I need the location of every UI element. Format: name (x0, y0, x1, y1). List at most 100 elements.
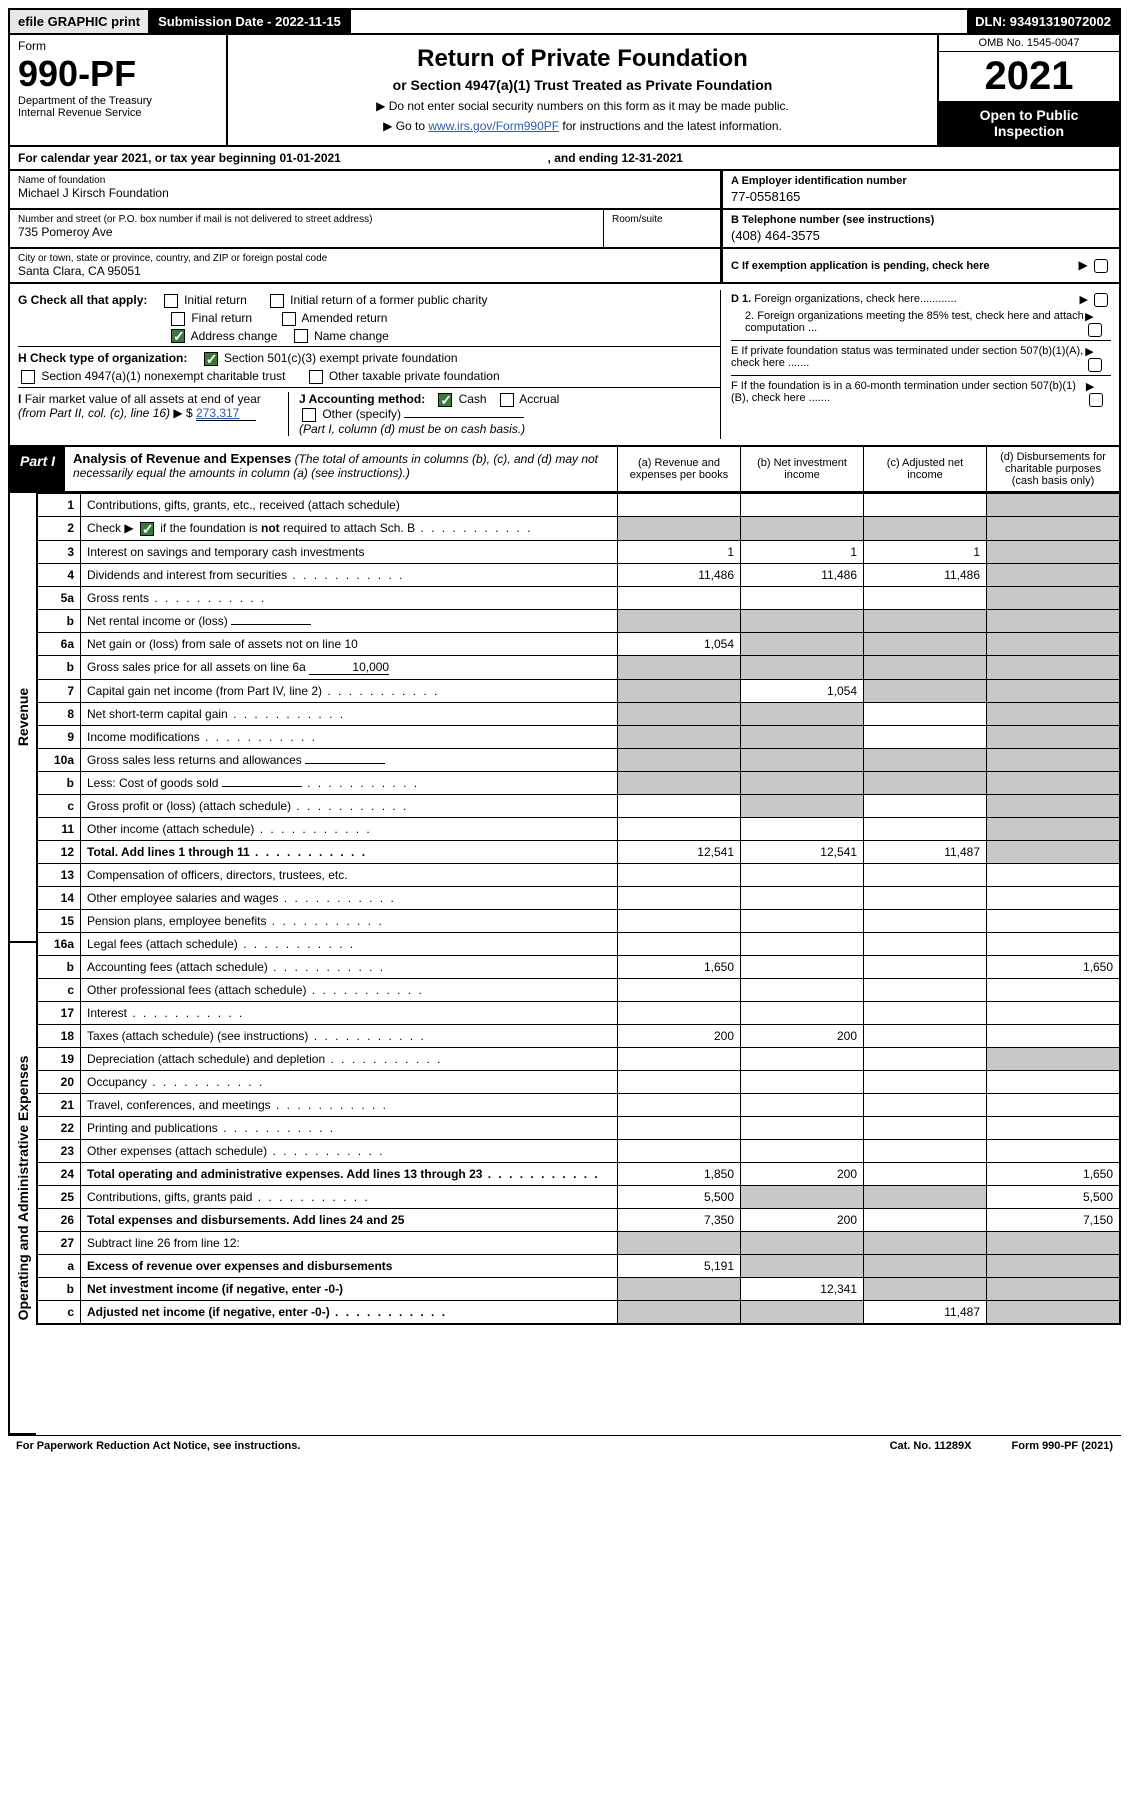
cell-a (618, 863, 741, 886)
row-label: Contributions, gifts, grants, etc., rece… (81, 493, 618, 516)
cell-d (987, 1254, 1121, 1277)
h-other: Other taxable private foundation (329, 369, 500, 383)
row-number: 21 (37, 1093, 81, 1116)
efile-print-label[interactable]: efile GRAPHIC print (10, 10, 150, 33)
row-number: 16a (37, 932, 81, 955)
row-number: 20 (37, 1070, 81, 1093)
chk-cash[interactable] (438, 393, 452, 407)
part1-header: Part I Analysis of Revenue and Expenses … (8, 447, 1121, 493)
cell-d (987, 1277, 1121, 1300)
cell-a: 200 (618, 1024, 741, 1047)
cell-d (987, 679, 1121, 702)
cell-d (987, 840, 1121, 863)
part1-row-b: bAccounting fees (attach schedule)1,6501… (37, 955, 1120, 978)
c-label: C If exemption application is pending, c… (731, 260, 990, 272)
cell-c (864, 794, 987, 817)
page-footer: For Paperwork Reduction Act Notice, see … (8, 1435, 1121, 1456)
section-d-e-f: D 1. Foreign organizations, check here..… (720, 290, 1111, 439)
chk-amended-return[interactable] (282, 312, 296, 326)
cal-prefix: For calendar year 2021, or tax year begi… (18, 151, 279, 165)
cell-c (864, 909, 987, 932)
chk-501c3[interactable] (204, 352, 218, 366)
cell-a (618, 978, 741, 1001)
chk-accrual[interactable] (500, 393, 514, 407)
cell-a (618, 1277, 741, 1300)
cell-a (618, 794, 741, 817)
form990pf-link[interactable]: www.irs.gov/Form990PF (428, 119, 559, 133)
part1-row-2: 2Check ▶ if the foundation is not requir… (37, 516, 1120, 540)
form-990pf-page: efile GRAPHIC print Submission Date - 20… (0, 0, 1129, 1464)
cell-a (618, 1047, 741, 1070)
cell-c (864, 978, 987, 1001)
city-label: City or town, state or province, country… (18, 253, 712, 264)
g-name: Name change (314, 329, 389, 343)
chk-initial-return[interactable] (164, 294, 178, 308)
cell-d (987, 609, 1121, 632)
row-label: Less: Cost of goods sold (81, 771, 618, 794)
chk-schB[interactable] (140, 522, 154, 536)
chk-d1[interactable] (1094, 293, 1108, 307)
cell-a: 1,850 (618, 1162, 741, 1185)
row-number: 6a (37, 632, 81, 655)
part1-row-6a: 6aNet gain or (loss) from sale of assets… (37, 632, 1120, 655)
part1-row-19: 19Depreciation (attach schedule) and dep… (37, 1047, 1120, 1070)
cell-b (741, 1116, 864, 1139)
cell-a (618, 655, 741, 679)
cell-a (618, 516, 741, 540)
row-label: Occupancy (81, 1070, 618, 1093)
chk-f[interactable] (1089, 393, 1103, 407)
part1-row-27: 27Subtract line 26 from line 12: (37, 1231, 1120, 1254)
cell-c (864, 1093, 987, 1116)
dln-label: DLN: 93491319072002 (967, 10, 1119, 33)
row-number: 3 (37, 540, 81, 563)
part1-row-b: bLess: Cost of goods sold (37, 771, 1120, 794)
cell-c (864, 863, 987, 886)
submission-date: Submission Date - 2022-11-15 (150, 10, 351, 33)
cell-d (987, 771, 1121, 794)
row-number: 2 (37, 516, 81, 540)
row-label: Depreciation (attach schedule) and deple… (81, 1047, 618, 1070)
cell-a: 1,650 (618, 955, 741, 978)
cell-a (618, 817, 741, 840)
row-number: 19 (37, 1047, 81, 1070)
part1-row-c: cAdjusted net income (if negative, enter… (37, 1300, 1120, 1324)
chk-final-return[interactable] (171, 312, 185, 326)
chk-address-change[interactable] (171, 329, 185, 343)
row-number: a (37, 1254, 81, 1277)
row-number: b (37, 609, 81, 632)
c-checkbox[interactable] (1094, 259, 1108, 273)
ein-value: 77-0558165 (731, 187, 1111, 204)
cell-c (864, 932, 987, 955)
chk-name-change[interactable] (294, 329, 308, 343)
chk-other-method[interactable] (302, 408, 316, 422)
cell-a (618, 586, 741, 609)
chk-initial-former[interactable] (270, 294, 284, 308)
part1-row-a: aExcess of revenue over expenses and dis… (37, 1254, 1120, 1277)
chk-e[interactable] (1088, 358, 1102, 372)
side-revenue: Revenue (8, 493, 36, 943)
chk-d2[interactable] (1088, 323, 1102, 337)
header-right: OMB No. 1545-0047 2021 Open to Public In… (937, 35, 1119, 145)
cell-b: 200 (741, 1024, 864, 1047)
cell-a (618, 771, 741, 794)
open-to-public: Open to Public Inspection (939, 101, 1119, 145)
part1-body-wrap: Revenue Operating and Administrative Exp… (8, 493, 1121, 1435)
cell-c: 11,487 (864, 840, 987, 863)
part1-row-18: 18Taxes (attach schedule) (see instructi… (37, 1024, 1120, 1047)
row-number: 12 (37, 840, 81, 863)
cell-d (987, 1231, 1121, 1254)
g-initial: Initial return (184, 293, 247, 307)
cell-a (618, 886, 741, 909)
cell-b (741, 702, 864, 725)
cell-d (987, 863, 1121, 886)
fmv-value-link[interactable]: 273,317 (196, 406, 256, 421)
cell-d (987, 909, 1121, 932)
chk-4947a1[interactable] (21, 370, 35, 384)
row-label: Check ▶ if the foundation is not require… (81, 516, 618, 540)
part1-row-11: 11Other income (attach schedule) (37, 817, 1120, 840)
row-number: 18 (37, 1024, 81, 1047)
col-c-header: (c) Adjusted net income (863, 447, 986, 491)
cell-c (864, 725, 987, 748)
chk-other-taxable[interactable] (309, 370, 323, 384)
form-subtitle: or Section 4947(a)(1) Trust Treated as P… (234, 77, 931, 93)
